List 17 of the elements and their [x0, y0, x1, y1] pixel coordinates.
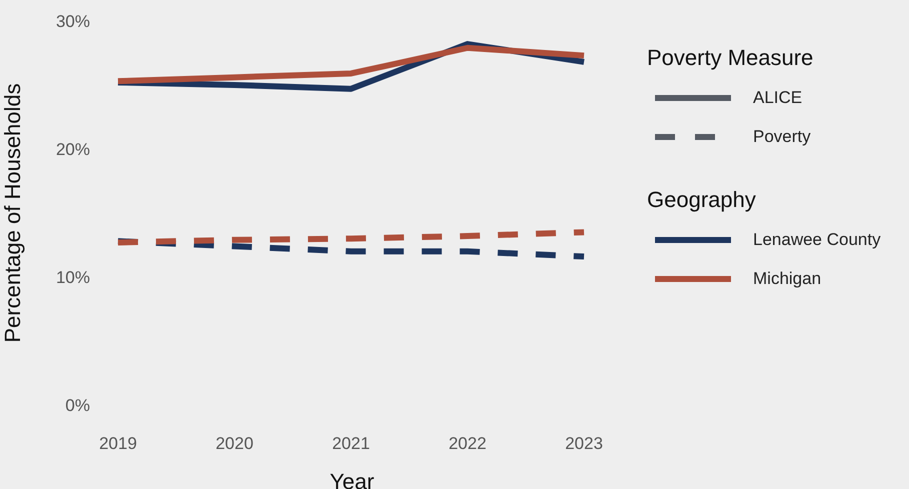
text: ALICE: [753, 88, 802, 108]
x-tick-label: 2020: [216, 434, 254, 454]
legend-label: Michigan: [753, 268, 822, 288]
text: Poverty Measure: [647, 45, 814, 70]
y-axis-title: Percentage of Households: [0, 83, 25, 343]
x-tick-label: 2022: [448, 434, 486, 454]
x-tick-label: 2019: [99, 434, 137, 454]
x-tick-label: 2021: [332, 434, 370, 454]
x-tick-label: 2023: [565, 434, 603, 454]
y-tick-label: 0%: [65, 396, 90, 416]
text: Poverty: [753, 126, 811, 146]
x-axis-title: Year: [330, 469, 374, 489]
legend-label: Lenawee County: [753, 230, 881, 250]
y-tick-label: 30%: [56, 12, 90, 32]
y-tick-label: 20%: [56, 140, 90, 160]
text: Geography: [647, 187, 756, 212]
y-tick-label: 10%: [56, 268, 90, 288]
